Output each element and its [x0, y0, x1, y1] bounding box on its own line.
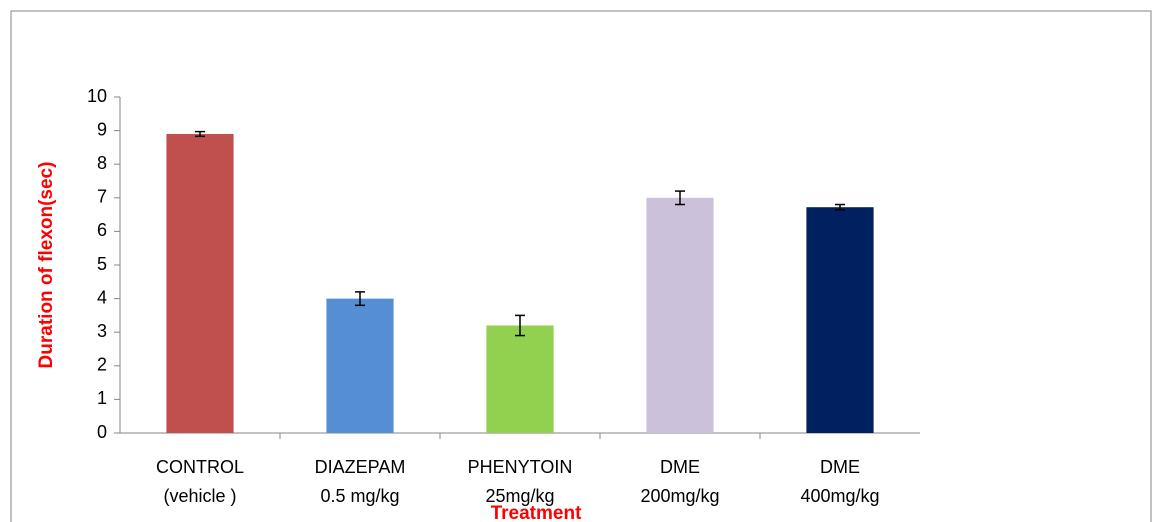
- x-tick-label: 0.5 mg/kg: [320, 486, 399, 506]
- x-tick-label: PHENYTOIN: [468, 457, 573, 477]
- x-tick-label: DME: [820, 457, 860, 477]
- y-tick-label: 8: [97, 153, 107, 173]
- y-tick-label: 10: [87, 86, 107, 106]
- bar: [806, 207, 874, 433]
- y-tick-label: 1: [97, 388, 107, 408]
- x-tick-label: 400mg/kg: [800, 486, 879, 506]
- x-tick-label: DME: [660, 457, 700, 477]
- x-tick-label: DIAZEPAM: [315, 457, 406, 477]
- y-axis-title: Duration of flexon(sec): [36, 162, 57, 369]
- y-tick-label: 3: [97, 321, 107, 341]
- y-tick-label: 0: [97, 422, 107, 442]
- y-tick-label: 4: [97, 287, 107, 307]
- y-tick-label: 2: [97, 355, 107, 375]
- x-tick-label: 200mg/kg: [640, 486, 719, 506]
- y-tick-label: 7: [97, 187, 107, 207]
- y-tick-label: 6: [97, 220, 107, 240]
- x-tick-label: (vehicle ): [163, 486, 236, 506]
- y-tick-label: 9: [97, 119, 107, 139]
- x-tick-label: CONTROL: [156, 457, 244, 477]
- bar: [646, 197, 714, 433]
- bar: [326, 298, 394, 433]
- y-tick-label: 5: [97, 254, 107, 274]
- bar: [486, 325, 554, 433]
- x-axis-title: Treatment: [491, 503, 582, 522]
- x-tick-label: 25mg/kg: [485, 486, 554, 506]
- bar: [166, 133, 234, 433]
